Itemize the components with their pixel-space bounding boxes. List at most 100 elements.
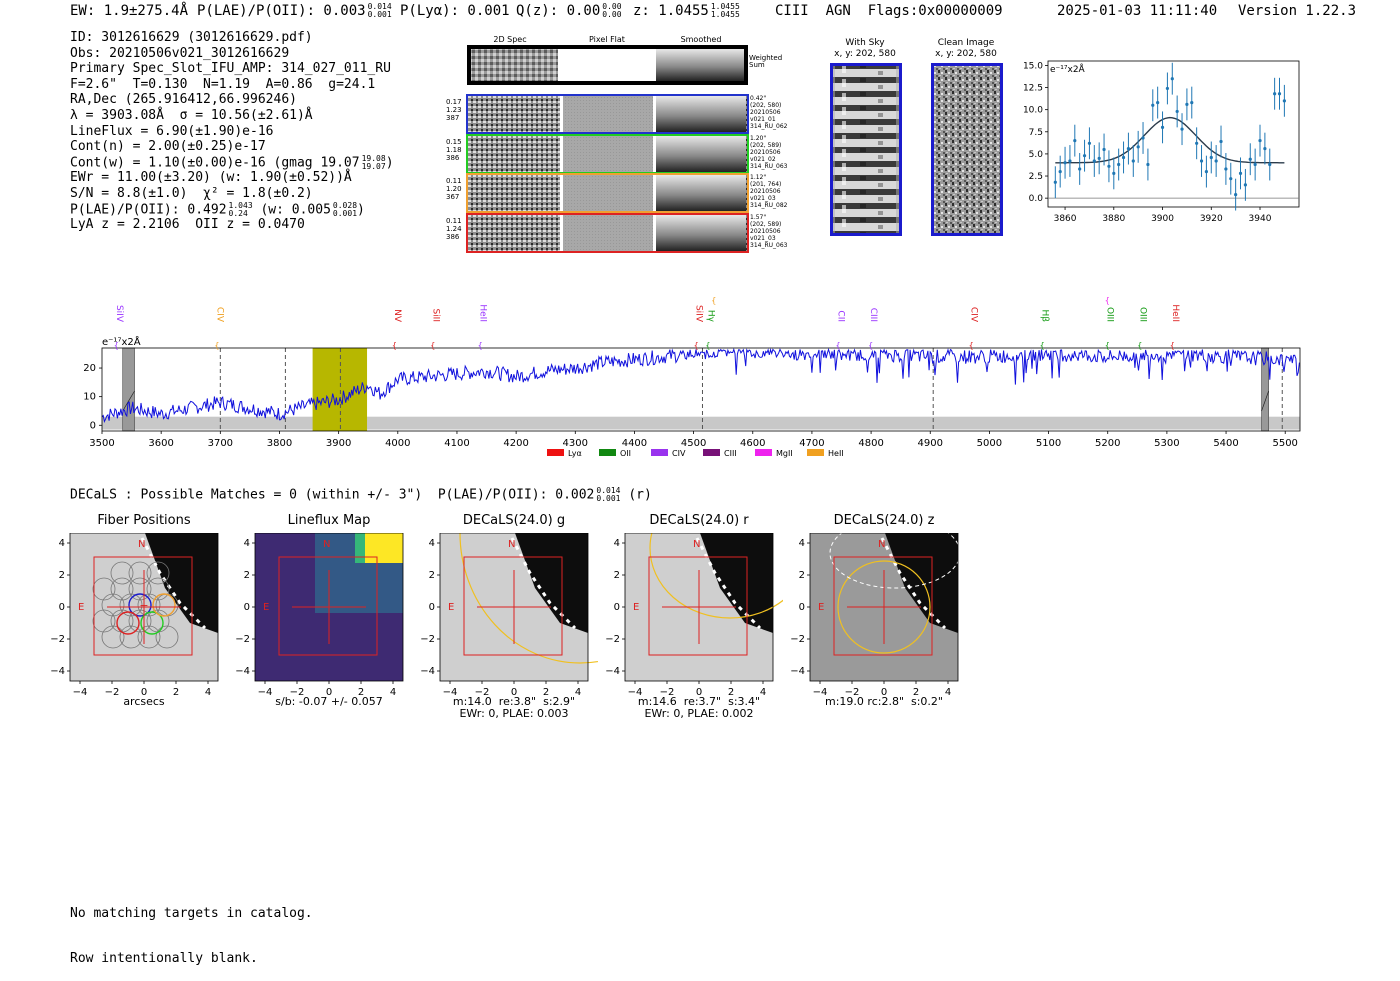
fit-point <box>1078 167 1082 171</box>
spec-legend-swatch <box>807 449 824 456</box>
decals-panel-caption: m:14.6 re:3.7" s:3.4" EWr: 0, PLAE: 0.00… <box>637 695 761 720</box>
spec-legend-label: CIV <box>672 449 686 458</box>
fiber-circle <box>92 577 116 601</box>
decals-xtick-label: 4 <box>205 687 211 698</box>
header-qz-hi: 0.00 <box>602 2 622 11</box>
cutout-divider <box>653 96 656 132</box>
fiber-circle <box>119 593 143 617</box>
decals-ytick-label: 2 <box>59 570 65 581</box>
decals-search-box <box>278 556 378 656</box>
decals-ytick-label: 2 <box>614 570 620 581</box>
decals-xtick-label: −2 <box>845 687 860 698</box>
cutout-row-right-label: 1.57" (202, 589) 20210506 v021_03 314_RU… <box>750 213 788 249</box>
decals-xtick-label: 2 <box>358 687 364 698</box>
info-block: ID: 3012616629 (3012616629.pdf) Obs: 202… <box>70 30 450 233</box>
header-datetime: 2025-01-03 11:11:40 <box>1057 3 1218 19</box>
with-sky-frame <box>830 63 902 236</box>
spec-line-label: CIV <box>214 307 224 323</box>
spec-legend-swatch <box>755 449 772 456</box>
fit-point <box>1165 86 1170 91</box>
cutout-flat <box>563 214 653 251</box>
spec-line-bracket: { <box>478 341 483 350</box>
cutout-divider <box>560 214 563 251</box>
fiber-circle <box>128 577 152 601</box>
spec-xtick-label: 4100 <box>444 438 469 449</box>
decals-ytick-label: 2 <box>429 570 435 581</box>
fit-point <box>1190 100 1194 105</box>
cutout-smooth <box>656 214 746 251</box>
decals-dashed-ellipse <box>829 533 961 589</box>
cutout-smooth <box>656 96 746 132</box>
decals-ytick-label: 0 <box>59 602 65 613</box>
spec-masked-region <box>122 347 135 432</box>
fit-point <box>1268 162 1272 167</box>
spec-line-label: HeII <box>1170 304 1180 322</box>
info-plae-value: P(LAE)/P(OII): 0.492 <box>70 202 227 218</box>
spec-line-bracket: { <box>705 341 710 350</box>
decals-ytick-label: −2 <box>420 634 435 645</box>
with-sky-title: With Sky <box>845 38 885 48</box>
decals-ytick-label: −2 <box>50 634 65 645</box>
fit-ytick-label: 15.0 <box>1023 61 1043 71</box>
fit-point <box>1238 171 1243 175</box>
cutout-smooth <box>656 135 746 172</box>
decals-aperture-ellipse <box>459 533 598 664</box>
info-sn: S/N = 8.8(±1.0) χ² = 1.8(±0.2) <box>70 185 313 201</box>
decals-ytick-label: 4 <box>59 538 65 549</box>
decals-summary-lo: 0.001 <box>596 494 621 503</box>
spec-xtick-label: 5200 <box>1095 438 1120 449</box>
decals-panel-image: N E −4 4 −2 2 0 0 2 −2 4 −4 <box>605 533 783 698</box>
info-ewr: EWr = 11.00(±3.20) (w: 1.90(±0.52))Å <box>70 170 352 186</box>
decals-xtick-label: 0 <box>326 687 332 698</box>
info-plae-w-end: ) <box>357 202 365 218</box>
decals-xtick-label: −4 <box>73 687 88 698</box>
fit-point <box>1243 183 1247 187</box>
decals-xtick-label: −4 <box>628 687 643 698</box>
fit-point <box>1146 162 1150 167</box>
info-contw-lo: 19.07 <box>361 161 386 171</box>
cutout-row-strip <box>466 212 749 253</box>
header-ew: EW: 1.9±275.4Å <box>70 3 189 19</box>
fit-point <box>1073 139 1077 143</box>
cutout-divider <box>653 214 656 251</box>
fit-xtick-label: 3860 <box>1054 214 1077 224</box>
spec-xtick-label: 4300 <box>563 438 588 449</box>
spec-line-bracket: { <box>711 296 716 305</box>
fit-ytick-label: 5.0 <box>1029 150 1044 160</box>
decals-xtick-label: 4 <box>390 687 396 698</box>
fit-ytick-label: 0.0 <box>1029 194 1044 204</box>
spec-xtick-label: 3700 <box>208 438 233 449</box>
info-lya: LyA z = 2.2106 OII z = 0.0470 <box>70 217 305 233</box>
fit-point <box>1141 136 1145 140</box>
weighted-2d <box>471 49 558 81</box>
decals-panel: N E −4 4 −2 2 0 0 2 −2 4 −4 <box>235 533 404 698</box>
fiber-circle <box>128 561 152 585</box>
decals-ytick-label: 4 <box>244 538 250 549</box>
cutout-divider <box>560 96 563 132</box>
fiber-circle <box>146 577 170 601</box>
fit-point <box>1219 139 1223 144</box>
decals-panel-caption: arcsecs <box>123 695 165 708</box>
spec-ylabel: e⁻¹⁷x2Å <box>102 335 141 348</box>
cutout-row-right-label: 1.12" (201, 764) 20210506 v021_03 314_RU… <box>750 174 788 209</box>
footer: No matching targets in catalog. Row inte… <box>70 876 313 981</box>
decals-xtick-label: 0 <box>141 687 147 698</box>
decals-xtick-label: 0 <box>696 687 702 698</box>
spec-line-bracket: { <box>1137 341 1142 350</box>
spec-line-bracket: { <box>214 341 219 350</box>
fit-point <box>1102 147 1106 152</box>
fit-ytick-label: 7.5 <box>1029 128 1043 138</box>
spec-xtick-label: 3600 <box>148 438 173 449</box>
fit-axes <box>1047 60 1300 208</box>
fiber-circle <box>92 609 116 633</box>
header-plae-lo: 0.001 <box>367 10 392 19</box>
spec-xtick-label: 5500 <box>1272 438 1297 449</box>
spectrum-plot: e⁻¹⁷x2Å 20 10 0 3500 3600 3700 3800 3900 4000 4100… <box>83 296 1301 458</box>
cutout-row-right-label: 1.20" (202, 589) 20210506 v021_02 314_RU… <box>750 134 788 170</box>
spec-legend-label: CIII <box>724 449 737 458</box>
fit-point <box>1258 139 1262 143</box>
decals-bright-source <box>885 533 958 633</box>
compass-n: N <box>878 539 885 550</box>
info-primary: Primary Spec_Slot_IFU_AMP: 314_027_011_R… <box>70 61 391 77</box>
